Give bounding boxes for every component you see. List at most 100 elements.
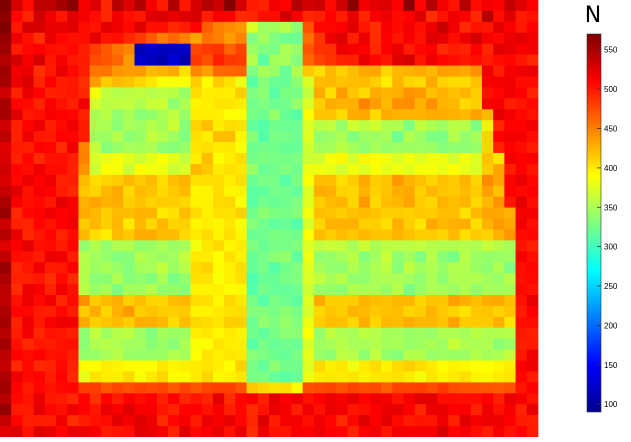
heatmap-cell (358, 43, 371, 55)
heatmap-cell (246, 251, 259, 263)
heatmap-cell (493, 316, 505, 329)
heatmap-cell (347, 120, 360, 132)
heatmap-cell (425, 196, 438, 208)
heatmap-cell (257, 0, 270, 12)
heatmap-cell (134, 415, 147, 427)
heatmap-cell (392, 174, 404, 187)
heatmap-cell (437, 21, 449, 34)
heatmap-cell (22, 316, 34, 329)
heatmap-cell (179, 294, 191, 307)
heatmap-cell (291, 98, 303, 110)
heatmap-cell (313, 251, 326, 263)
heatmap-cell (112, 262, 124, 274)
heatmap-cell (235, 294, 247, 307)
heatmap-cell (425, 327, 438, 340)
heatmap-cell (201, 65, 214, 77)
heatmap-cell (515, 393, 528, 405)
heatmap-cell (168, 273, 180, 285)
heatmap-cell (56, 207, 68, 219)
heatmap-cell (134, 21, 147, 34)
heatmap-cell (291, 0, 303, 12)
heatmap-cell (336, 0, 348, 12)
heatmap-cell (235, 305, 247, 318)
heatmap-cell (313, 349, 326, 361)
heatmap-cell (134, 262, 147, 274)
heatmap-cell (470, 338, 483, 350)
heatmap-cell (414, 196, 427, 208)
heatmap-cell (358, 294, 371, 307)
heatmap-cell (347, 43, 360, 55)
heatmap-cell (89, 65, 102, 77)
heatmap-cell (134, 240, 147, 252)
heatmap-cell (504, 43, 516, 55)
heatmap-cell (56, 393, 68, 405)
heatmap-cell (493, 393, 505, 405)
heatmap-cell (22, 218, 34, 230)
heatmap-cell (33, 262, 46, 274)
heatmap-cell (190, 163, 203, 176)
heatmap-cell (190, 142, 203, 154)
heatmap-cell (291, 360, 303, 372)
heatmap-cell (347, 87, 360, 99)
heatmap-cell (168, 142, 180, 154)
heatmap-cell (67, 218, 79, 230)
heatmap-cell (425, 262, 438, 274)
heatmap-cell (515, 338, 528, 350)
heatmap-cell (33, 76, 46, 88)
heatmap-cell (425, 0, 438, 12)
heatmap-cell (392, 0, 404, 12)
heatmap-cell (0, 404, 12, 416)
heatmap-cell (224, 218, 236, 230)
heatmap-cell (11, 305, 23, 318)
heatmap-cell (392, 251, 404, 263)
heatmap-cell (493, 54, 505, 66)
heatmap-cell (44, 316, 57, 329)
heatmap-cell (425, 371, 438, 383)
heatmap-cell (448, 87, 460, 99)
heatmap-cell (481, 240, 494, 252)
heatmap-cell (78, 382, 91, 394)
heatmap-cell (302, 0, 315, 12)
heatmap-cell (246, 10, 259, 23)
heatmap-cell (56, 218, 68, 230)
heatmap-cell (89, 32, 102, 45)
heatmap-cell (515, 87, 528, 99)
heatmap-cell (78, 54, 91, 66)
heatmap-cell (123, 43, 135, 55)
heatmap-cell (67, 0, 79, 12)
heatmap-cell (269, 98, 281, 110)
heatmap-cell (269, 316, 281, 329)
heatmap-cell (448, 338, 460, 350)
heatmap-cell (515, 415, 528, 427)
heatmap-cell (235, 76, 247, 88)
heatmap-cell (291, 21, 303, 34)
heatmap-cell (504, 294, 516, 307)
heatmap-cell (459, 262, 472, 274)
heatmap-cell (235, 240, 247, 252)
heatmap-cell (325, 131, 337, 143)
heatmap-cell (56, 305, 68, 318)
heatmap-cell (67, 360, 79, 372)
heatmap-cell (414, 131, 427, 143)
heatmap-cell (190, 360, 203, 372)
heatmap-cell (414, 262, 427, 274)
heatmap-cell (33, 360, 46, 372)
heatmap-cell (11, 393, 23, 405)
heatmap-cell (67, 284, 79, 296)
heatmap-cell (134, 196, 147, 208)
heatmap-cell (336, 273, 348, 285)
heatmap-cell (313, 382, 326, 394)
heatmap-cell (89, 251, 102, 263)
heatmap-cell (336, 65, 348, 77)
heatmap-cell (414, 229, 427, 241)
heatmap-cell (493, 196, 505, 208)
heatmap-cell (381, 404, 393, 416)
heatmap-cell (235, 65, 247, 77)
heatmap-cell (470, 32, 483, 45)
heatmap-cell (156, 382, 169, 394)
heatmap-cell (168, 382, 180, 394)
heatmap-cell (0, 426, 12, 438)
heatmap-cell (347, 131, 360, 143)
heatmap-cell (493, 382, 505, 394)
heatmap-cell (336, 185, 348, 198)
